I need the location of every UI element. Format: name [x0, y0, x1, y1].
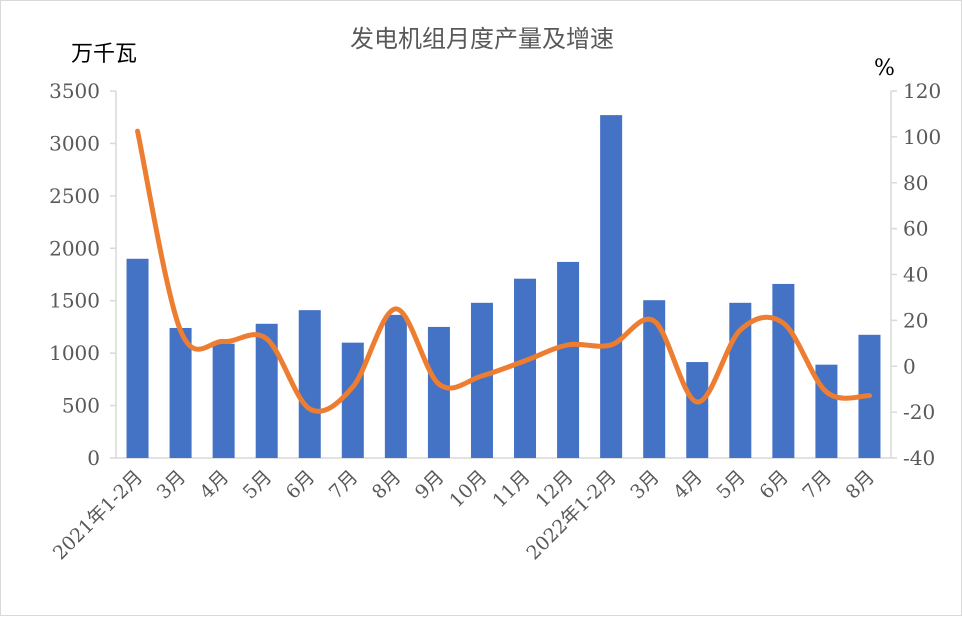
x-tick-label: 7月: [798, 466, 836, 504]
left-tick-label: 1000: [49, 341, 100, 365]
right-tick-label: 40: [903, 263, 928, 287]
bar: [772, 283, 795, 458]
bar: [686, 362, 709, 458]
bar: [298, 310, 321, 458]
x-tick-label: 8月: [841, 466, 879, 504]
bar: [557, 261, 580, 458]
x-tick-label: 11月: [488, 466, 534, 512]
left-tick-label: 2500: [49, 184, 100, 208]
right-tick-label: 120: [903, 79, 941, 103]
x-tick-label: 10月: [445, 466, 491, 512]
right-tick-label: 20: [903, 308, 928, 332]
bar: [514, 278, 537, 458]
left-tick-label: 2000: [49, 236, 100, 260]
left-tick-label: 500: [62, 394, 100, 418]
growth-line: [135, 128, 872, 414]
x-tick-label: 8月: [368, 466, 406, 504]
bar: [212, 343, 235, 458]
left-axis-unit: 万千瓦: [71, 42, 137, 67]
bar: [341, 342, 364, 458]
right-tick-label: 60: [903, 217, 928, 241]
x-tick-label: 4月: [196, 466, 234, 504]
x-tick-label: 5月: [712, 466, 750, 504]
x-tick-label: 2021年1-2月: [49, 466, 147, 564]
bar: [384, 314, 407, 458]
bar: [169, 327, 192, 458]
right-tick-label: 80: [903, 171, 928, 195]
right-tick-label: -40: [903, 446, 935, 470]
bar: [643, 300, 666, 458]
right-tick-label: 0: [903, 354, 916, 378]
bar: [470, 302, 493, 458]
left-tick-label: 3000: [49, 131, 100, 155]
x-tick-label: 3月: [626, 466, 664, 504]
left-tick-label: 1500: [49, 289, 100, 313]
x-tick-label: 5月: [239, 466, 277, 504]
right-tick-label: 100: [903, 125, 941, 149]
chart-title: 发电机组月度产量及增速: [350, 25, 614, 53]
right-tick-label: -20: [903, 400, 935, 424]
bar: [255, 323, 278, 458]
x-tick-label: 3月: [153, 466, 191, 504]
x-tick-label: 6月: [755, 466, 793, 504]
bar: [126, 258, 149, 458]
x-tick-label: 6月: [282, 466, 320, 504]
x-tick-label: 9月: [411, 466, 449, 504]
x-tick-label: 7月: [325, 466, 363, 504]
left-tick-label: 0: [87, 446, 100, 470]
bar: [427, 326, 450, 458]
right-axis-unit: %: [874, 56, 895, 81]
bar: [600, 115, 623, 459]
left-tick-label: 3500: [49, 79, 100, 103]
x-tick-label: 4月: [669, 466, 707, 504]
